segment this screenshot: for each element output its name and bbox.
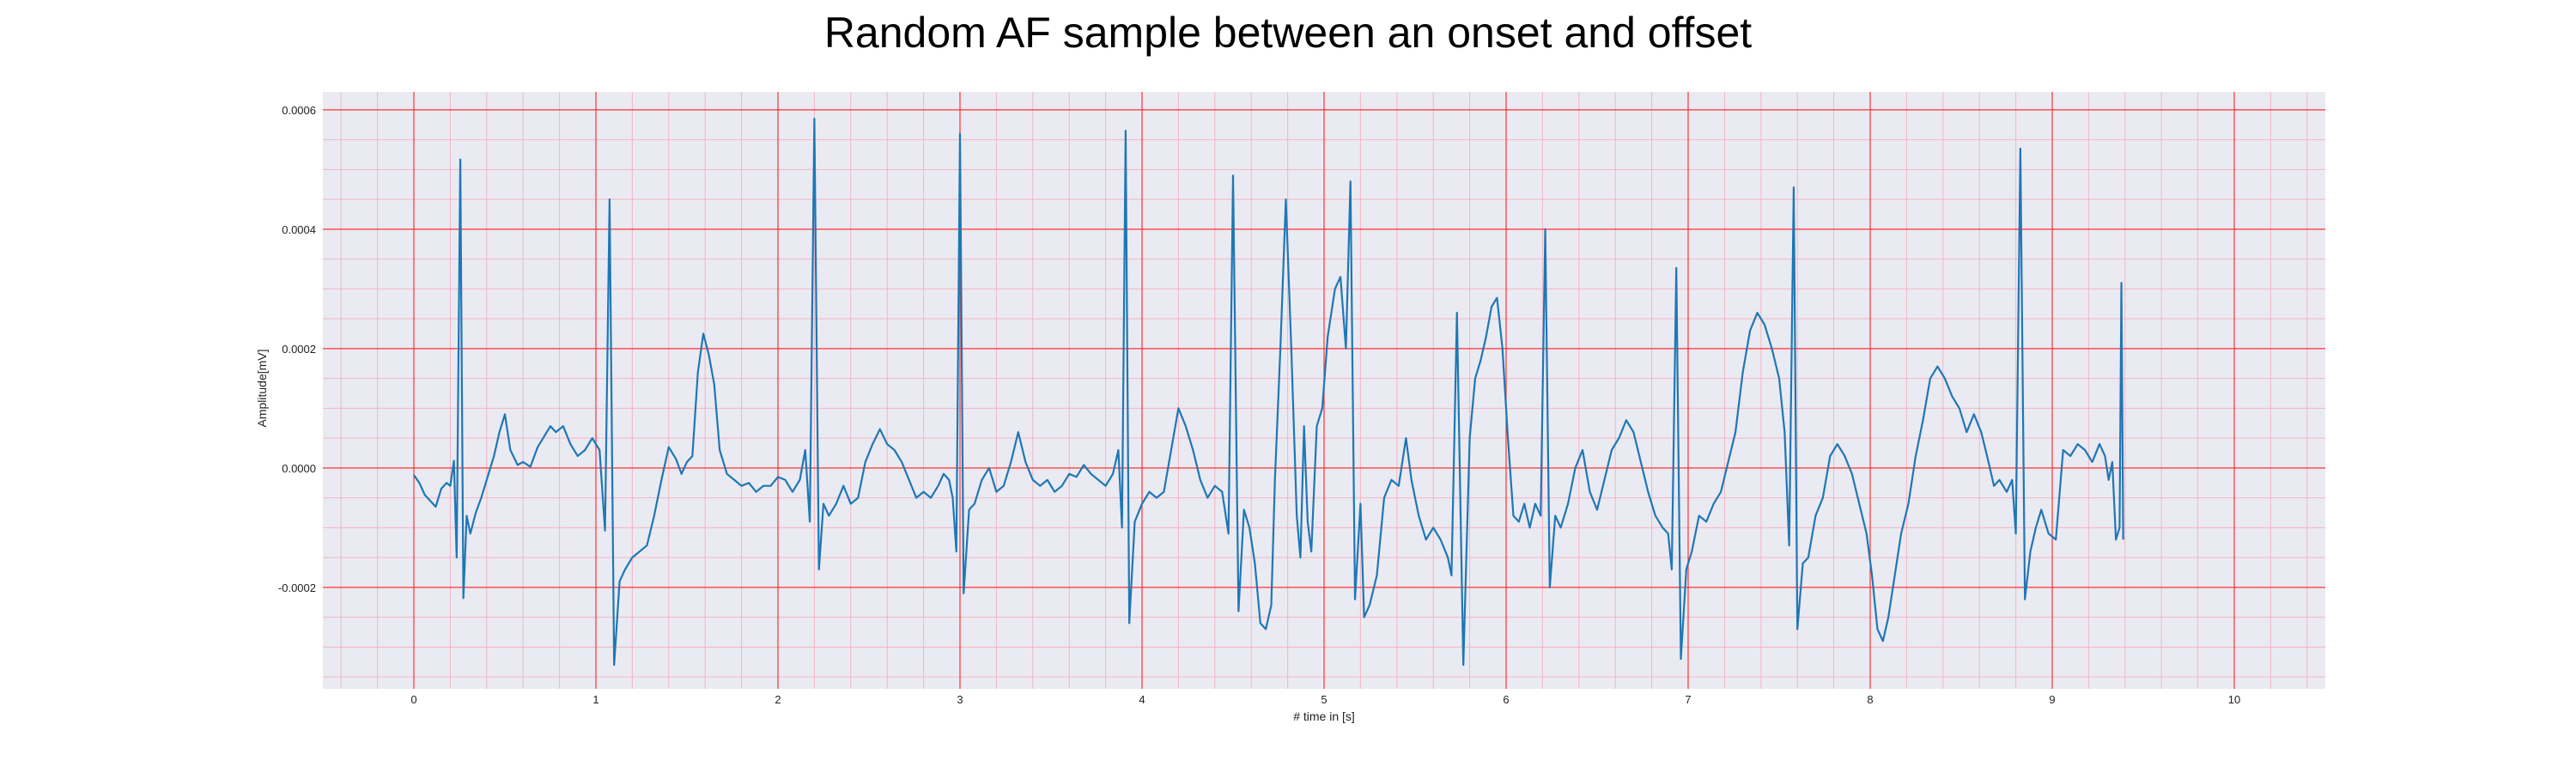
x-tick-label: 5 bbox=[1321, 693, 1327, 706]
y-ticks: -0.0002 0.0000 0.0002 0.0004 0.0006 bbox=[278, 104, 316, 594]
x-tick-label: 6 bbox=[1503, 693, 1509, 706]
y-axis-label: Amplitude[mV] bbox=[255, 349, 269, 427]
y-tick-label: 0.0006 bbox=[282, 104, 316, 117]
x-axis-label: # time in [s] bbox=[1293, 709, 1355, 723]
x-ticks: 0 1 2 3 4 5 6 7 8 9 10 bbox=[410, 693, 2240, 706]
series-layer bbox=[413, 118, 2124, 666]
x-tick-label: 3 bbox=[957, 693, 963, 706]
x-tick-label: 8 bbox=[1867, 693, 1873, 706]
y-tick-label: -0.0002 bbox=[278, 581, 316, 594]
y-tick-label: 0.0002 bbox=[282, 343, 316, 356]
chart-title: Random AF sample between an onset and of… bbox=[823, 9, 1753, 57]
x-tick-label: 0 bbox=[410, 693, 416, 706]
x-tick-label: 10 bbox=[2228, 693, 2240, 706]
signal-series-line bbox=[413, 118, 2124, 666]
y-tick-label: 0.0004 bbox=[282, 223, 316, 236]
y-tick-label: 0.0000 bbox=[282, 462, 316, 475]
x-tick-label: 7 bbox=[1685, 693, 1691, 706]
x-tick-label: 9 bbox=[2049, 693, 2055, 706]
x-tick-label: 2 bbox=[775, 693, 781, 706]
x-tick-label: 4 bbox=[1139, 693, 1145, 706]
x-tick-label: 1 bbox=[592, 693, 598, 706]
